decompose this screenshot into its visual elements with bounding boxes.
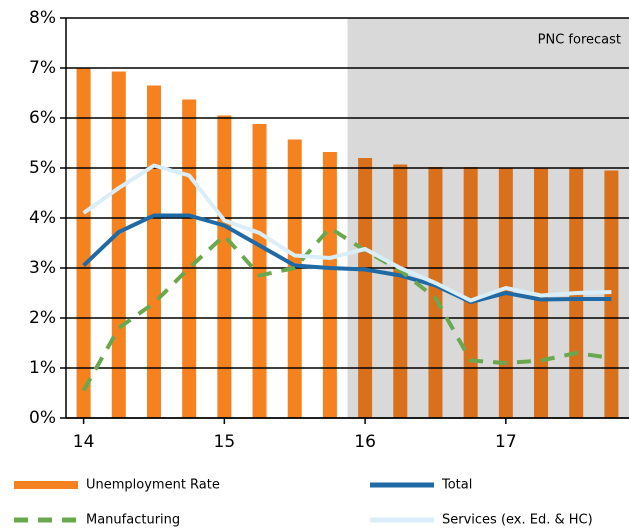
bar [76, 68, 91, 418]
y-tick-label: 5% [29, 158, 56, 178]
x-tick-label: 17 [495, 432, 517, 452]
bar [604, 170, 619, 418]
legend-label: Total [441, 478, 472, 493]
y-tick-label: 8% [29, 8, 56, 28]
bar [393, 164, 408, 418]
bar [534, 168, 549, 418]
line-series [82, 213, 612, 304]
y-tick-label: 7% [29, 58, 56, 78]
x-tick-label: 15 [214, 432, 236, 452]
bar [182, 99, 197, 418]
legend-label: Unemployment Rate [86, 478, 220, 493]
y-tick-label: 1% [29, 358, 56, 378]
bar [463, 167, 478, 418]
y-tick-label: 4% [29, 208, 56, 228]
bar [111, 71, 126, 418]
x-tick-label: 16 [354, 432, 376, 452]
y-tick-label: 2% [29, 308, 56, 328]
bar [217, 115, 232, 418]
bar [322, 152, 337, 418]
legend-label: Services (ex. Ed. & HC) [442, 513, 593, 528]
bar [358, 158, 373, 418]
line-series [82, 163, 612, 303]
line-series [81, 226, 612, 392]
bar [252, 124, 267, 418]
bar [287, 139, 302, 418]
x-tick-label: 14 [73, 432, 95, 452]
y-tick-label: 3% [29, 258, 56, 278]
y-tick-label: 0% [29, 408, 56, 428]
bar [428, 167, 443, 418]
forecast-label: PNC forecast [538, 33, 621, 48]
legend-label: Manufacturing [86, 513, 180, 528]
y-tick-label: 6% [29, 108, 56, 128]
